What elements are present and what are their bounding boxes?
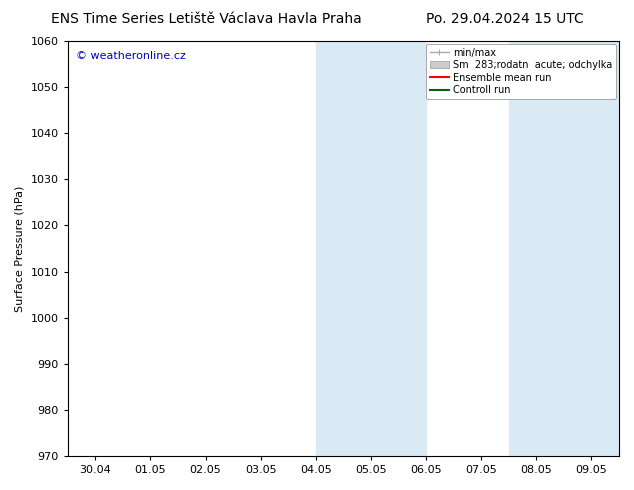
Bar (508, 41, 619, 456)
Legend: min/max, Sm  283;rodatn  acute; odchylka, Ensemble mean run, Controll run: min/max, Sm 283;rodatn acute; odchylka, … (425, 44, 616, 99)
Bar (316, 41, 426, 456)
Text: Po. 29.04.2024 15 UTC: Po. 29.04.2024 15 UTC (425, 12, 583, 26)
Y-axis label: Surface Pressure (hPa): Surface Pressure (hPa) (15, 185, 25, 312)
Text: © weatheronline.cz: © weatheronline.cz (76, 51, 186, 61)
Text: ENS Time Series Letiště Václava Havla Praha: ENS Time Series Letiště Václava Havla Pr… (51, 12, 361, 26)
